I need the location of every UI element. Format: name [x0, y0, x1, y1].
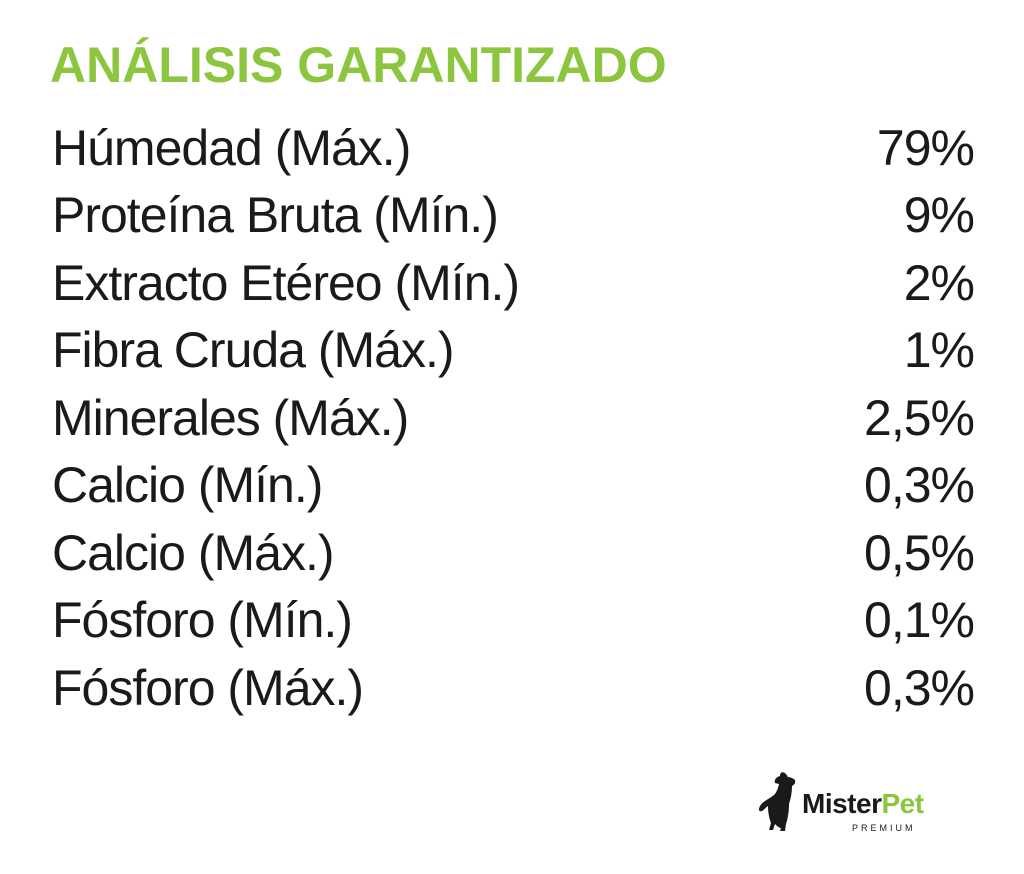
brand-name-part1: Mister	[802, 788, 882, 819]
row-label: Minerales (Máx.)	[52, 389, 409, 446]
row-label: Calcio (Mín.)	[52, 457, 323, 514]
row-value: 9%	[903, 187, 975, 244]
brand-name-part2: Pet	[881, 788, 924, 819]
table-row: Minerales (Máx.) 2,5%	[52, 384, 975, 452]
row-label: Proteína Bruta (Mín.)	[52, 187, 499, 244]
table-row: Húmedad (Máx.) 79%	[52, 114, 975, 182]
table-row: Calcio (Mín.) 0,3%	[52, 452, 975, 520]
row-value: 2%	[903, 254, 975, 311]
row-label: Húmedad (Máx.)	[52, 119, 411, 176]
row-value: 0,5%	[864, 524, 975, 581]
row-label: Calcio (Máx.)	[52, 524, 334, 581]
dog-silhouette-icon	[758, 772, 796, 831]
row-label: Fósforo (Máx.)	[52, 659, 364, 716]
row-value: 1%	[903, 322, 975, 379]
brand-logo: MisterPet PREMIUM	[756, 768, 976, 838]
table-row: Proteína Bruta (Mín.) 9%	[52, 182, 975, 250]
table-row: Calcio (Máx.) 0,5%	[52, 519, 975, 587]
table-row: Fibra Cruda (Máx.) 1%	[52, 317, 975, 385]
brand-name: MisterPet	[802, 790, 924, 818]
analysis-table: Húmedad (Máx.) 79% Proteína Bruta (Mín.)…	[52, 114, 975, 722]
row-label: Fibra Cruda (Máx.)	[52, 322, 455, 379]
row-label: Extracto Etéreo (Mín.)	[52, 254, 520, 311]
row-label: Fósforo (Mín.)	[52, 592, 353, 649]
brand-tagline: PREMIUM	[852, 823, 916, 833]
row-value: 0,3%	[864, 659, 975, 716]
row-value: 0,1%	[864, 592, 975, 649]
row-value: 0,3%	[864, 457, 975, 514]
page-title: ANÁLISIS GARANTIZADO	[50, 37, 667, 93]
table-row: Fósforo (Mín.) 0,1%	[52, 587, 975, 655]
table-row: Fósforo (Máx.) 0,3%	[52, 654, 975, 722]
table-row: Extracto Etéreo (Mín.) 2%	[52, 249, 975, 317]
row-value: 79%	[876, 119, 975, 176]
row-value: 2,5%	[864, 389, 975, 446]
